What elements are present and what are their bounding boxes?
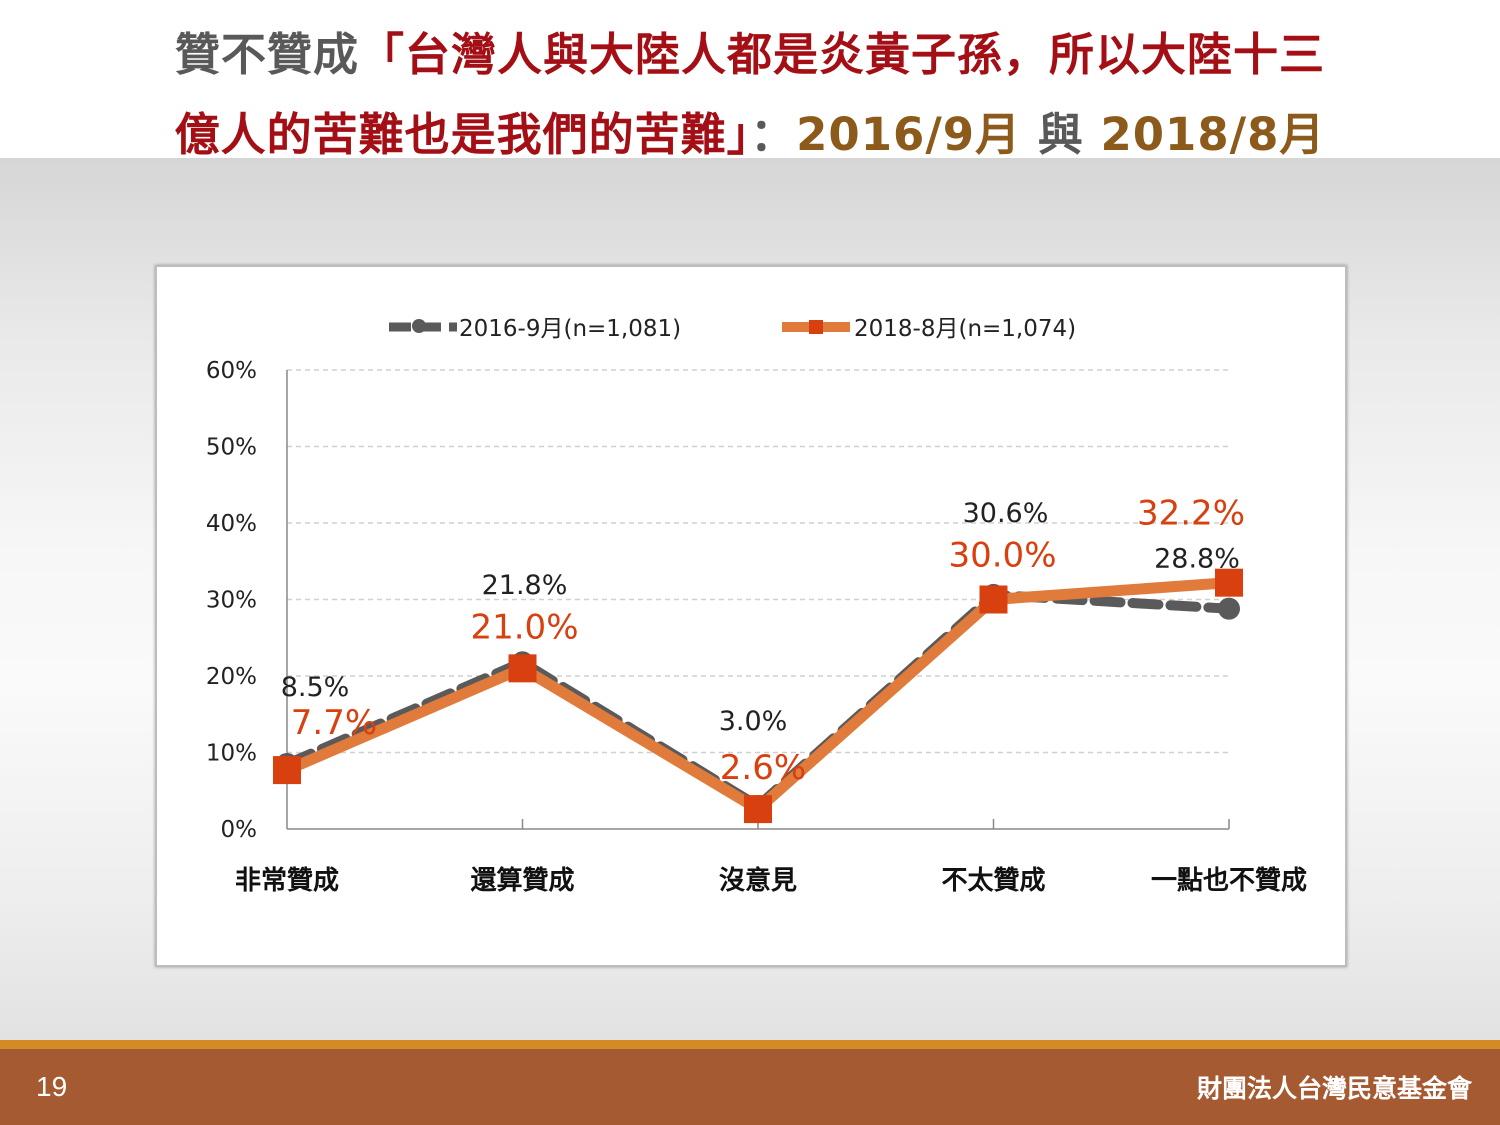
data-label-2018: 21.0% <box>470 607 578 647</box>
series-2018-point <box>273 756 301 785</box>
y-tick-label: 60% <box>206 358 257 384</box>
data-label-2018: 7.7% <box>291 703 377 743</box>
legend-marker-2016 <box>412 319 426 333</box>
footer: 19 財團法人台灣民意基金會 <box>0 1049 1500 1125</box>
legend-marker-2018 <box>809 320 823 334</box>
y-tick-label: 0% <box>221 817 258 843</box>
data-label-2018: 32.2% <box>1137 494 1245 534</box>
data-label-2016: 8.5% <box>281 672 350 703</box>
y-tick-label: 50% <box>206 435 257 461</box>
y-tick-label: 40% <box>206 511 257 537</box>
data-label-2018: 2.6% <box>720 748 806 788</box>
page-number: 19 <box>36 1071 68 1102</box>
data-label-2016: 28.8% <box>1154 544 1240 575</box>
x-tick-label: 沒意見 <box>719 865 797 896</box>
title-segment: 2018/8月 <box>1100 108 1326 161</box>
title-segment: 「台灣人與大陸人都是炎黃子孫，所以大陸十三 <box>359 28 1326 81</box>
data-label-2016: 30.6% <box>963 498 1049 529</box>
data-label-2016: 3.0% <box>719 706 788 737</box>
y-tick-label: 20% <box>206 664 257 690</box>
series-2018-point <box>508 654 537 683</box>
y-tick-label: 30% <box>206 588 257 614</box>
x-tick-label: 不太贊成 <box>941 866 1045 896</box>
series-2018-point <box>979 585 1008 614</box>
series-2018-point <box>744 795 772 824</box>
series-2016-point <box>1218 597 1240 620</box>
chart-frame: 0% 10% 20% 30% 40% 50% 60% 非常贊成 還算贊成 沒意見 不太贊成 一點也不贊… <box>155 265 1347 967</box>
title-segment: ： <box>750 108 797 161</box>
footer-stripe <box>0 1040 1500 1049</box>
organization-name: 財團法人台灣民意基金會 <box>1196 1074 1472 1103</box>
title-segment: 億人的苦難也是我們的苦難」 <box>174 108 751 161</box>
title-segment: 贊不贊成 <box>174 28 359 81</box>
title-segment: 與 <box>1021 108 1101 161</box>
data-label-2016: 21.8% <box>482 570 568 601</box>
title-line-1: 贊不贊成「台灣人與大陸人都是炎黃子孫，所以大陸十三 <box>0 18 1500 83</box>
x-tick-label: 非常贊成 <box>235 866 339 896</box>
title-line-2: 億人的苦難也是我們的苦難」：2016/9月 與 2018/8月 <box>0 98 1500 163</box>
line-chart: 0% 10% 20% 30% 40% 50% 60% 非常贊成 還算贊成 沒意見 不太贊成 一點也不贊… <box>206 316 1307 896</box>
title-segment: 2016/9月 <box>796 108 1022 161</box>
y-tick-label: 10% <box>206 741 257 767</box>
x-tick-label: 還算贊成 <box>470 865 574 896</box>
x-tick-label: 一點也不贊成 <box>1151 866 1307 896</box>
series-2018-point <box>1215 568 1243 597</box>
legend-label-2016: 2016-9月(n=1,081) <box>459 316 681 342</box>
legend-label-2018: 2018-8月(n=1,074) <box>854 316 1076 342</box>
title-area: 贊不贊成「台灣人與大陸人都是炎黃子孫，所以大陸十三 億人的苦難也是我們的苦難」：… <box>0 0 1500 161</box>
data-label-2018: 30.0% <box>948 536 1056 576</box>
